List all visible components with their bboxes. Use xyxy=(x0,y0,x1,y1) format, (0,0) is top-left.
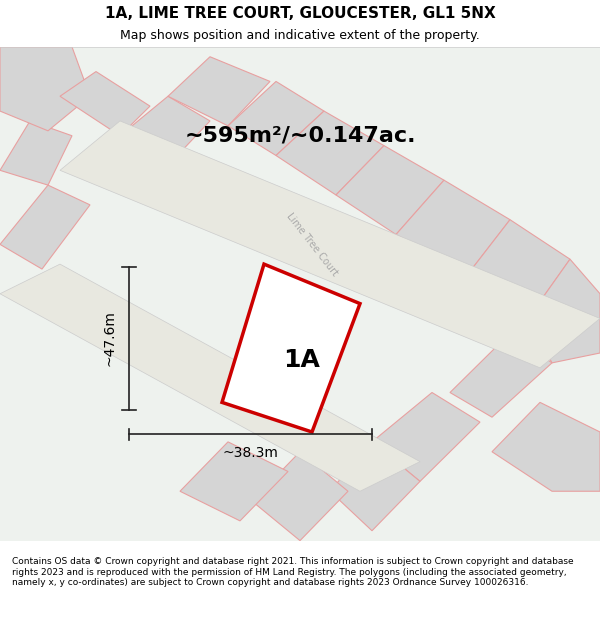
Text: Lime Tree Court: Lime Tree Court xyxy=(284,211,340,278)
Polygon shape xyxy=(372,392,480,481)
Polygon shape xyxy=(228,81,324,156)
Polygon shape xyxy=(336,146,444,234)
Text: ~47.6m: ~47.6m xyxy=(103,310,117,366)
Text: ~595m²/~0.147ac.: ~595m²/~0.147ac. xyxy=(184,126,416,146)
Polygon shape xyxy=(222,264,360,432)
Text: ~38.3m: ~38.3m xyxy=(223,446,278,460)
Polygon shape xyxy=(180,442,288,521)
Polygon shape xyxy=(468,219,570,318)
Polygon shape xyxy=(528,259,600,363)
Text: 1A, LIME TREE COURT, GLOUCESTER, GL1 5NX: 1A, LIME TREE COURT, GLOUCESTER, GL1 5NX xyxy=(104,6,496,21)
Polygon shape xyxy=(0,121,72,185)
Text: Contains OS data © Crown copyright and database right 2021. This information is : Contains OS data © Crown copyright and d… xyxy=(12,558,574,588)
Polygon shape xyxy=(252,452,348,541)
Polygon shape xyxy=(276,111,384,195)
Text: 1A: 1A xyxy=(283,348,320,372)
Polygon shape xyxy=(396,180,510,274)
Polygon shape xyxy=(330,442,420,531)
Text: Map shows position and indicative extent of the property.: Map shows position and indicative extent… xyxy=(120,29,480,42)
Polygon shape xyxy=(120,96,210,166)
Polygon shape xyxy=(0,47,90,131)
Polygon shape xyxy=(0,185,90,269)
Polygon shape xyxy=(60,121,600,368)
Polygon shape xyxy=(492,402,600,491)
Polygon shape xyxy=(0,264,420,491)
Polygon shape xyxy=(450,333,552,418)
Polygon shape xyxy=(60,71,150,136)
Polygon shape xyxy=(168,57,270,126)
